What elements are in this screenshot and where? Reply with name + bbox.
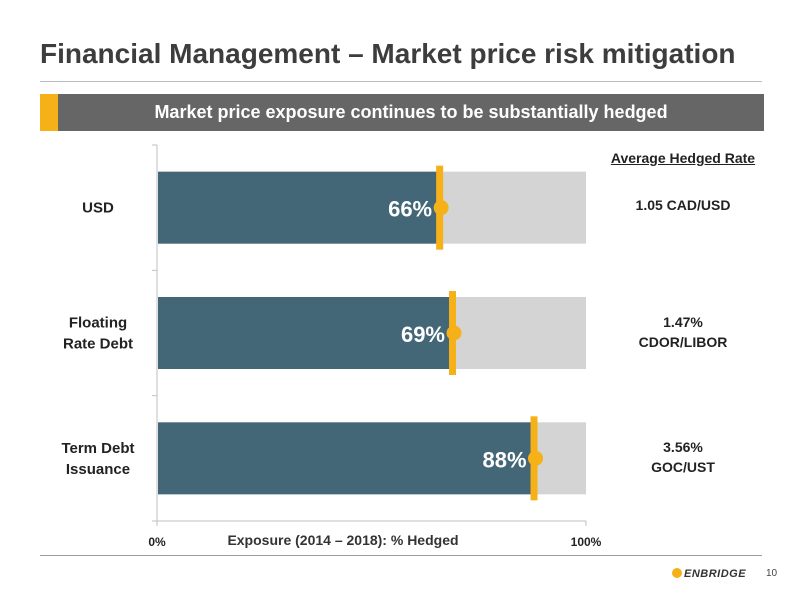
subtitle-banner: Market price exposure continues to be su… [58, 94, 764, 131]
rate-usd-line1: 1.05 CAD/USD [635, 197, 731, 213]
x-axis-title: Exposure (2014 – 2018): % Hedged [227, 532, 458, 548]
company-logo: ENBRIDGE [672, 568, 746, 580]
value-label-term-debt-issuance: 88% [482, 447, 526, 472]
x-tick-label-end: 100% [571, 535, 602, 549]
page-number: 10 [766, 568, 778, 579]
category-label-line: USD [82, 200, 114, 217]
title-divider [40, 81, 762, 82]
bar-hedged-usd [158, 171, 441, 244]
side-panel-header: Average Hedged Rate [610, 150, 756, 166]
marker-dot-term-debt-issuance [528, 450, 544, 466]
logo-text: ENBRIDGE [684, 568, 747, 580]
footer-divider [40, 555, 762, 556]
category-label-line: Term Debt [61, 440, 134, 457]
rate-floating-line1: 1.47% [663, 314, 703, 330]
logo-mark-icon [672, 568, 682, 578]
category-label-line: Floating [69, 315, 127, 332]
marker-dot-floating-rate-debt [446, 325, 462, 341]
banner-accent [40, 94, 58, 131]
page-title: Financial Management – Market price risk… [40, 38, 736, 69]
category-label-floating-rate-debt: Floating Rate Debt [63, 315, 133, 353]
category-label-term-debt-issuance: Term Debt Issuance [61, 440, 134, 478]
value-label-usd: 66% [388, 197, 432, 222]
category-label-usd: USD [82, 200, 114, 217]
value-label-floating-rate-debt: 69% [401, 322, 445, 347]
rate-floating: 1.47% CDOR/LIBOR [598, 312, 768, 352]
bar-hedged-floating-rate-debt [158, 297, 454, 369]
x-tick-label-start: 0% [148, 535, 166, 549]
rate-usd: 1.05 CAD/USD [598, 195, 768, 215]
rate-term-debt-line2: GOC/UST [651, 459, 715, 475]
marker-dot-usd [433, 200, 449, 216]
rate-floating-line2: CDOR/LIBOR [638, 334, 728, 350]
rate-term-debt-line1: 3.56% [663, 439, 703, 455]
rate-term-debt: 3.56% GOC/UST [598, 437, 768, 477]
category-label-line: Rate Debt [63, 336, 133, 353]
bar-hedged-term-debt-issuance [158, 422, 535, 495]
category-label-line: Issuance [66, 461, 130, 478]
